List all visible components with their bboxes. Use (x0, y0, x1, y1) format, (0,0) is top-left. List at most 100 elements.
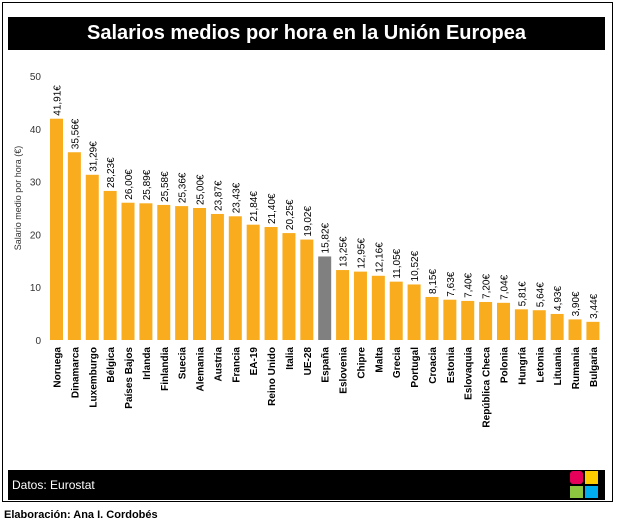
category-label: Alemania (196, 347, 207, 392)
bar (50, 118, 63, 340)
bar (264, 227, 278, 340)
category-label: Italia (285, 347, 296, 370)
category-label: Francia (231, 347, 242, 383)
bar (318, 256, 332, 340)
category-label: Países Bajos (124, 347, 135, 409)
bar (586, 321, 600, 340)
value-label: 7,20€ (482, 274, 493, 299)
value-label: 25,00€ (196, 174, 207, 205)
value-label: 7,04€ (500, 274, 511, 299)
category-label: Polonia (500, 347, 511, 384)
bar (139, 203, 153, 340)
y-tick-label: 50 (30, 72, 42, 83)
bar (336, 270, 350, 340)
category-label: Eslovaquia (464, 347, 475, 400)
value-label: 3,90€ (571, 291, 582, 316)
bar (85, 174, 99, 340)
category-label: Chipre (356, 347, 367, 379)
bar (121, 202, 135, 340)
bars (50, 118, 600, 340)
bar (568, 319, 582, 340)
category-label: Portugal (410, 347, 421, 388)
y-tick-label: 0 (35, 336, 41, 347)
bar (497, 302, 510, 340)
value-label: 19,02€ (303, 206, 314, 237)
source-footer: Datos: Eurostat (8, 470, 605, 500)
bar (371, 275, 385, 340)
bar (282, 233, 296, 340)
value-label: 25,36€ (178, 172, 189, 203)
category-label: Letonia (535, 347, 546, 383)
bar-chart: 0 10 20 30 40 50 Salario medio por hora (€) 4… (13, 72, 600, 428)
value-label: 11,05€ (392, 248, 403, 278)
category-label: Irlanda (142, 347, 153, 380)
bar (407, 284, 421, 340)
value-label: 26,00€ (124, 169, 135, 200)
value-label: 13,25€ (339, 236, 350, 267)
logo-square-cyan (585, 486, 598, 498)
value-label: 15,82€ (321, 222, 332, 253)
category-label: Finlandia (160, 347, 171, 391)
value-label: 7,63€ (446, 271, 457, 296)
value-label: 12,16€ (374, 242, 385, 273)
colored-squares-logo-icon (570, 471, 598, 498)
value-label: 21,40€ (267, 193, 278, 224)
value-label: 23,87€ (213, 180, 224, 211)
value-label: 21,84€ (249, 191, 260, 222)
bar (425, 296, 439, 340)
category-label: Noruega (53, 347, 64, 388)
category-label: Rumania (571, 347, 582, 390)
author-credit: Elaboración: Ana I. Cordobés (4, 509, 158, 521)
logo-square-yellow (585, 471, 598, 484)
category-label: Luxemburgo (88, 347, 99, 408)
logo-square-magenta (570, 471, 583, 484)
category-label: EA-19 (249, 347, 260, 376)
chart-title: Salarios medios por hora en la Unión Eur… (8, 17, 605, 50)
value-label: 7,40€ (464, 272, 475, 297)
bar (389, 281, 403, 340)
bar (443, 299, 457, 340)
bar (479, 301, 493, 340)
category-label: Grecia (392, 347, 403, 379)
category-label: UE-28 (303, 347, 314, 376)
bar (300, 239, 314, 340)
category-label: Bulgaria (589, 347, 600, 387)
logo-square-green (570, 486, 583, 498)
category-label: Hungría (517, 347, 528, 385)
value-label: 20,25€ (285, 199, 296, 230)
bar (550, 313, 564, 340)
value-label: 23,43€ (231, 182, 242, 213)
category-label: Croacia (428, 347, 439, 384)
y-tick-label: 20 (30, 230, 42, 241)
y-tick-label: 30 (30, 178, 42, 189)
value-label: 41,91€ (53, 85, 64, 116)
y-axis: 0 10 20 30 40 50 (30, 72, 42, 347)
bar (175, 206, 189, 340)
value-label: 3,44€ (589, 293, 600, 318)
value-label: 25,89€ (142, 169, 153, 200)
category-label: España (321, 347, 332, 383)
category-label: Malta (374, 347, 385, 373)
bar (210, 213, 224, 340)
bar (103, 190, 117, 340)
value-label: 25,58€ (160, 171, 171, 202)
y-axis-label: Salario medio por hora (€) (13, 146, 23, 251)
bar (514, 309, 528, 340)
value-label: 12,95€ (356, 238, 367, 269)
value-label: 4,93€ (553, 286, 564, 311)
bar (228, 216, 242, 340)
y-tick-label: 40 (30, 125, 42, 136)
category-label: Dinamarca (70, 347, 81, 399)
bar (532, 310, 546, 340)
y-tick-label: 10 (30, 283, 42, 294)
category-labels: Noruega Dinamarca Luxemburgo Bélgica Países … (53, 347, 600, 428)
value-labels: 41,91€ 35,56€ 31,29€ 28,23€ 26,00€ 25,89€ 25,5… (53, 85, 600, 319)
value-label: 31,29€ (88, 141, 99, 172)
category-label: Lituania (553, 347, 564, 386)
value-label: 5,64€ (535, 282, 546, 307)
value-label: 8,15€ (428, 269, 439, 294)
category-label: Eslovenia (339, 347, 350, 394)
bar (461, 300, 475, 340)
category-label: Estonia (446, 347, 457, 384)
category-label: Suecia (178, 347, 189, 380)
